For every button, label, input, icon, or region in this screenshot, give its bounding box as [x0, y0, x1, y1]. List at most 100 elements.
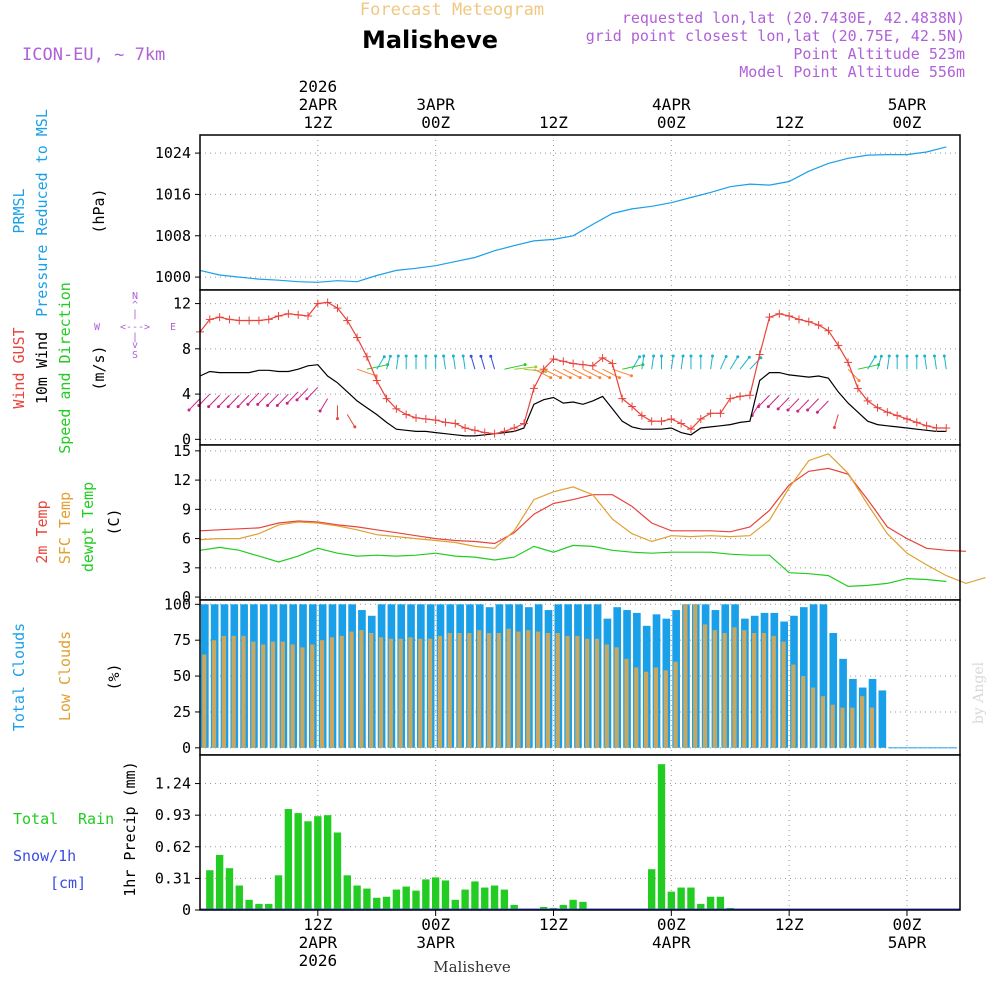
low-cloud-bar: [457, 633, 462, 748]
wind-direction-arrow: [767, 394, 780, 407]
y-tick-label: 3: [182, 559, 191, 577]
pressure-label-b: Pressure Reduced to MSL: [33, 109, 51, 317]
y-tick-label: 1008: [155, 227, 191, 245]
wind-direction-arrow: [710, 355, 714, 370]
wind-direction-arrow: [833, 414, 839, 428]
temp-unit: (C): [105, 508, 123, 535]
precip-bar: [667, 891, 675, 910]
wind-direction-arrow: [777, 397, 790, 410]
dewpoint-line: [199, 544, 947, 588]
wind-arrow-head: [699, 354, 703, 358]
wind-arrow-head: [724, 354, 728, 358]
wind-arrow-head: [246, 402, 250, 406]
y-tick-label: 100: [164, 595, 191, 613]
wind-arrow-head: [388, 354, 392, 358]
wind-arrow-head: [559, 376, 563, 380]
wind-arrow-head: [711, 354, 715, 358]
y-tick-label: 0: [182, 588, 191, 606]
y-tick-label: 75: [173, 631, 191, 649]
wind-arrow-head: [608, 376, 612, 380]
low-cloud-bar: [319, 640, 325, 748]
wind-arrow-head: [659, 354, 663, 358]
low-cloud-bar: [702, 624, 708, 748]
compass-rose: N ^ | W <---> E | v S: [94, 291, 176, 361]
low-cloud-bar: [732, 627, 737, 748]
low-cloud-bar: [496, 633, 501, 748]
wind-arrow-head: [776, 407, 780, 411]
wind-direction-arrow: [631, 356, 640, 370]
low-cloud-bar: [408, 637, 413, 748]
wind-arrow-head: [588, 376, 592, 380]
compass-s: S: [132, 350, 138, 361]
low-cloud-bar: [781, 641, 786, 748]
wind-direction-arrow: [651, 355, 655, 370]
low-cloud-bar: [467, 633, 472, 748]
pressure-unit: (hPa): [90, 188, 108, 233]
low-cloud-bar: [673, 661, 678, 748]
wind-direction-arrow: [480, 356, 486, 370]
temperature-panel: 0 3 6 9 12 15: [173, 442, 986, 606]
wind-arrow-head: [642, 354, 646, 358]
low-cloud-bar: [398, 638, 403, 748]
wind-direction-arrow: [319, 398, 329, 412]
pressure-line: [199, 146, 947, 283]
wind-arrow-head: [396, 354, 400, 358]
low-cloud-bar: [241, 635, 246, 748]
wind-direction-arrow: [553, 368, 571, 379]
wind-arrow-head: [256, 402, 260, 406]
wind-arrow-head: [404, 354, 408, 358]
model-altitude: Model Point Altitude 556m: [739, 63, 965, 81]
low-cloud-bar: [290, 644, 295, 748]
wind-direction-arrow: [452, 355, 456, 370]
wind-arrow-head: [295, 398, 299, 402]
wind-direction-arrow: [366, 364, 388, 370]
wind-direction-arrow: [641, 355, 645, 370]
wind-direction-arrow: [924, 355, 928, 370]
low-cloud-bar: [820, 696, 825, 748]
requested-location: requested lon,lat (20.7430E, 42.4838N): [622, 9, 965, 27]
low-cloud-bar: [742, 630, 747, 748]
low-cloud-bar: [388, 638, 393, 748]
low-cloud-bar: [349, 631, 354, 748]
top-time-label: 00Z: [657, 113, 686, 132]
precip-bar: [363, 888, 371, 910]
pressure-panel: 1000 1008 1016 1024: [155, 134, 961, 291]
low-cloud-bar: [722, 633, 727, 748]
y-tick-label: 1.24: [155, 775, 191, 793]
wind-arrow-head: [933, 354, 937, 358]
precip-bar: [284, 809, 293, 910]
wind-arrow-head: [652, 354, 656, 358]
cloud-unit: (%): [105, 663, 123, 690]
wind-unit: (m/s): [90, 345, 108, 390]
precip-bar: [441, 880, 450, 910]
low-cloud-bar: [516, 631, 521, 748]
wind-arrow-head: [187, 408, 191, 412]
precip-labels: Total Rain Snow/1h [cm] 1hr Precip (mm): [13, 761, 139, 896]
wind-direction-arrow: [729, 356, 739, 370]
low-cloud-bar: [310, 644, 315, 748]
panel-bg: [200, 135, 960, 290]
low-cloud-bar: [447, 633, 452, 748]
wind-direction-arrow: [807, 398, 819, 411]
precip-bar: [422, 879, 430, 910]
low-cloud-bar: [585, 638, 590, 748]
wind-arrow-head: [305, 397, 309, 401]
bottom-time-label: 5APR: [888, 933, 927, 952]
top-time-label: 4APR: [652, 95, 691, 114]
watermark: by Angel: [971, 661, 987, 724]
wind-direction-arrow: [622, 364, 644, 370]
wind-arrow-head: [414, 354, 418, 358]
wind-arrow-head: [275, 404, 279, 408]
wind-arrow-head: [266, 404, 270, 408]
pressure-labels: PRMSL Pressure Reduced to MSL (hPa): [10, 109, 108, 317]
wind-arrow-head: [942, 354, 946, 358]
low-cloud-bar: [221, 635, 226, 748]
y-tick-label: 4: [182, 385, 191, 403]
wind-direction-arrow: [543, 368, 561, 379]
wind-arrow-head: [598, 376, 602, 380]
wind-arrow-head: [285, 401, 289, 405]
wind-direction-arrow: [563, 368, 581, 379]
wind-direction-arrow: [797, 399, 810, 412]
